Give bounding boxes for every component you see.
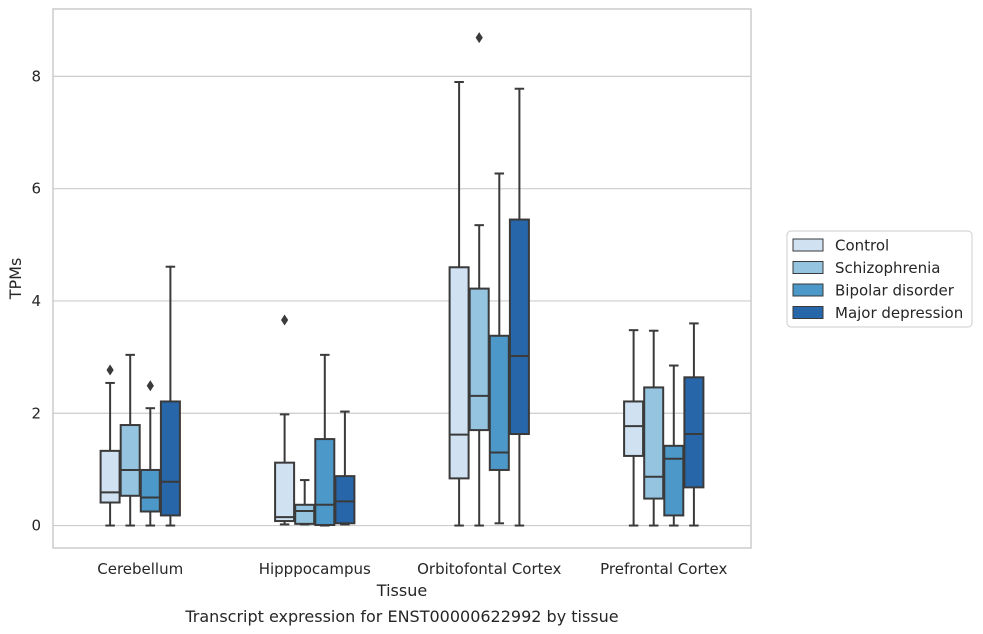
box: [488, 172, 510, 525]
outlier-point: [106, 364, 114, 376]
box: [663, 364, 685, 527]
box-body: [274, 461, 296, 523]
outlier-point: [475, 32, 483, 44]
y-axis-label: TPMs: [6, 258, 25, 301]
box: [643, 329, 665, 527]
x-tick-label: Hipppocampus: [259, 560, 371, 578]
box-groups: [99, 32, 705, 527]
legend-label: Bipolar disorder: [835, 282, 955, 300]
box-body: [99, 449, 121, 504]
box-body: [623, 400, 645, 457]
box-body: [448, 266, 470, 480]
box: [159, 265, 181, 527]
outlier-point: [146, 380, 154, 392]
box-group: [274, 314, 356, 527]
y-tick-label: 2: [31, 404, 41, 422]
y-tick-label: 0: [31, 517, 41, 535]
legend: Control Schizophrenia Bipolar disorder Majo…: [786, 230, 973, 328]
legend-swatch: [792, 261, 824, 274]
plot-frame: [52, 8, 752, 549]
box: [683, 322, 705, 527]
legend-item: Bipolar disorder: [792, 282, 955, 300]
box-body: [643, 386, 665, 500]
box-body: [488, 334, 510, 471]
box-body: [508, 218, 530, 436]
legend-item: Schizophrenia: [792, 259, 940, 277]
box-body: [468, 287, 490, 432]
x-tick-label: Orbitofontal Cortex: [417, 560, 561, 578]
box-body: [334, 475, 356, 525]
box-body: [294, 503, 316, 525]
box-body: [139, 468, 161, 513]
x-tick-label: Prefrontal Cortex: [600, 560, 727, 578]
box: [119, 353, 141, 527]
legend-label: Major depression: [835, 304, 963, 322]
box-group: [623, 322, 705, 527]
box: [334, 410, 356, 526]
box-body: [663, 444, 685, 517]
legend-item: Major depression: [792, 304, 963, 322]
y-tick-label: 6: [31, 180, 41, 198]
chart-caption: Transcript expression for ENST0000062299…: [184, 607, 618, 626]
legend-label: Schizophrenia: [835, 259, 940, 277]
box-body: [159, 400, 181, 517]
box: [274, 314, 296, 526]
box-group: [448, 32, 530, 527]
x-axis-label: Tissue: [376, 581, 427, 600]
legend-item: Control: [792, 237, 889, 255]
box-group: [99, 265, 181, 527]
legend-label: Control: [835, 237, 889, 255]
legend-swatch: [792, 306, 824, 319]
legend-swatch: [792, 238, 824, 252]
box-body: [314, 438, 336, 526]
legend-frame: [786, 230, 973, 328]
y-tick-label: 8: [31, 67, 41, 85]
box: [623, 329, 645, 527]
box-body: [683, 376, 705, 489]
box: [468, 32, 490, 527]
x-tick-label: Cerebellum: [97, 560, 183, 578]
box: [99, 364, 121, 527]
box: [508, 87, 530, 527]
y-tick-labels: 0 2 4 6 8: [31, 67, 41, 534]
box: [294, 479, 316, 526]
box: [314, 353, 336, 527]
outlier-point: [281, 314, 289, 326]
box: [139, 380, 161, 527]
box-body: [119, 424, 141, 497]
y-tick-label: 4: [31, 292, 41, 310]
x-tick-labels: Cerebellum Hipppocampus Orbitofontal Corte…: [97, 560, 727, 578]
box: [448, 80, 470, 527]
legend-swatch: [792, 283, 824, 297]
